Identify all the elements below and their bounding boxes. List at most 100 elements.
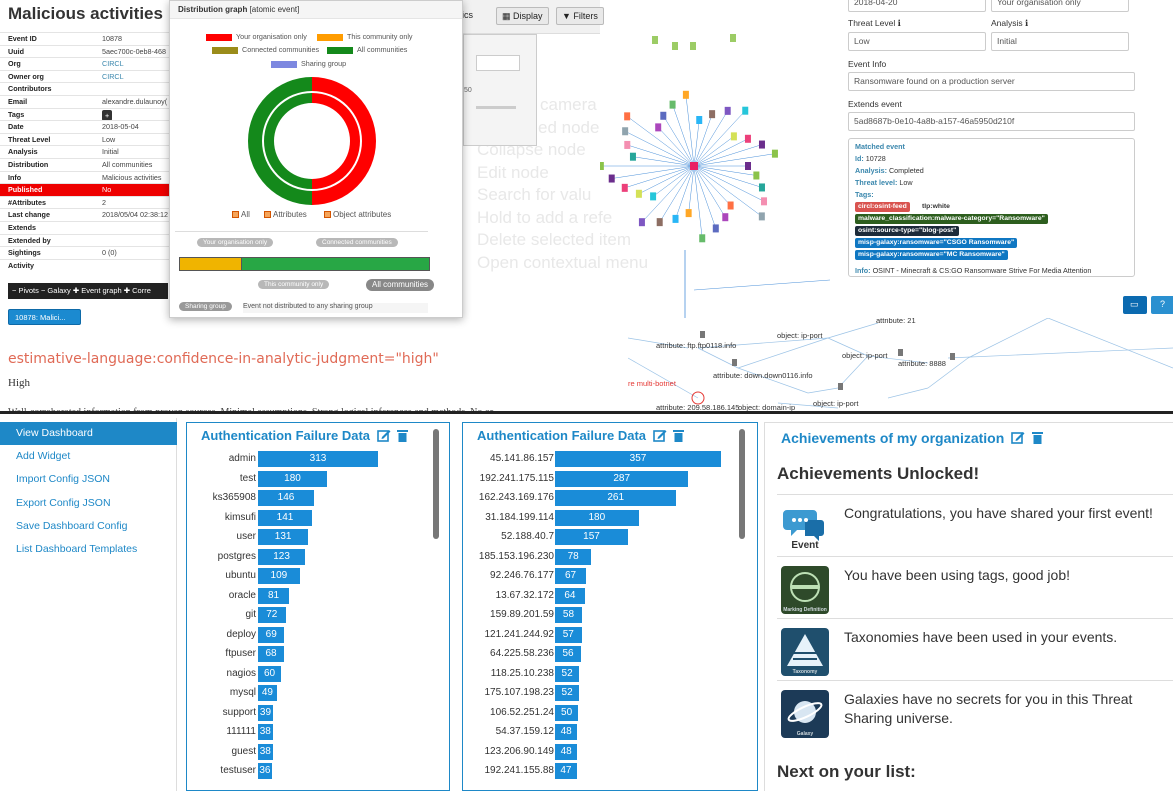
event-view-toolbar[interactable]: − Pivots − Galaxy ✚ Event graph ✚ Corre: [8, 283, 168, 299]
graph-node[interactable]: [690, 42, 696, 50]
graph-node[interactable]: [624, 140, 631, 149]
context-menu-item[interactable]: Edit node: [477, 162, 549, 182]
display-button[interactable]: ▦ Display: [496, 7, 549, 25]
graph-node[interactable]: [724, 106, 731, 115]
graph-node[interactable]: [672, 42, 678, 50]
threat-level-select[interactable]: Low: [848, 32, 986, 51]
dropdown-input[interactable]: [476, 55, 520, 71]
graph-node[interactable]: [699, 234, 706, 243]
graph-node[interactable]: [753, 171, 760, 180]
checkbox-icon[interactable]: [324, 211, 331, 219]
bar[interactable]: [555, 685, 580, 701]
legend-entry[interactable]: All communities: [327, 45, 407, 54]
legend-entry[interactable]: Connected communities: [212, 45, 319, 54]
graph-node[interactable]: [761, 197, 768, 206]
dashboard-menu-item[interactable]: List Dashboard Templates: [16, 543, 138, 555]
bar[interactable]: [258, 763, 272, 779]
graph-node[interactable]: [656, 218, 663, 227]
graph-node[interactable]: [608, 174, 615, 183]
dashboard-menu-item[interactable]: View Dashboard: [0, 422, 177, 445]
bar[interactable]: [258, 490, 314, 506]
pivot-button[interactable]: 10878: Malici...: [8, 309, 81, 325]
graph-node[interactable]: [682, 90, 689, 99]
scrollbar[interactable]: [433, 429, 439, 539]
bar[interactable]: [555, 451, 721, 467]
bar[interactable]: [258, 607, 286, 623]
bar[interactable]: [258, 451, 378, 467]
graph-node[interactable]: [700, 331, 705, 338]
graph-node[interactable]: [730, 34, 736, 42]
bar[interactable]: [555, 568, 587, 584]
bar[interactable]: [258, 529, 309, 545]
graph-node[interactable]: [624, 112, 631, 121]
graph-node[interactable]: [638, 218, 645, 227]
event-graph[interactable]: [600, 0, 845, 318]
graph-node[interactable]: [712, 224, 719, 233]
date-input[interactable]: 2018-04-20: [848, 0, 986, 12]
graph-node[interactable]: [898, 349, 903, 356]
context-menu-item[interactable]: Delete selected item: [477, 230, 632, 249]
tag-pill[interactable]: malware_classification:malware-category=…: [855, 214, 1048, 224]
scrollbar[interactable]: [739, 429, 745, 539]
bar[interactable]: [555, 509, 639, 526]
distribution-checkbox[interactable]: All: [232, 210, 250, 219]
dashboard-menu-item[interactable]: Import Config JSON: [16, 473, 110, 486]
graph-node[interactable]: [745, 162, 751, 170]
bar[interactable]: [555, 763, 577, 779]
graph-node[interactable]: [650, 192, 657, 201]
trash-icon[interactable]: [397, 429, 409, 445]
bar[interactable]: [258, 704, 273, 721]
legend-entry[interactable]: This community only: [317, 32, 413, 41]
bar[interactable]: [555, 724, 578, 740]
event-row-value[interactable]: CIRCL: [102, 59, 124, 69]
edit-icon[interactable]: [1011, 431, 1025, 447]
bar[interactable]: [555, 587, 585, 604]
bar[interactable]: [555, 548, 592, 565]
graph-node[interactable]: [669, 100, 676, 109]
graph-node[interactable]: [727, 201, 734, 210]
context-menu-item[interactable]: ed node: [538, 117, 600, 137]
dashboard-menu-item[interactable]: Save Dashboard Config: [16, 519, 128, 532]
graph-node[interactable]: [622, 127, 629, 136]
legend-entry[interactable]: Sharing group: [271, 59, 346, 68]
graph-node[interactable]: [660, 111, 667, 120]
graph-center-node[interactable]: [690, 162, 698, 170]
bar[interactable]: [555, 607, 582, 623]
bar[interactable]: [258, 646, 285, 662]
bar[interactable]: [555, 490, 677, 506]
bar[interactable]: [555, 704, 579, 721]
edit-icon[interactable]: [652, 429, 667, 445]
graph-node[interactable]: [838, 383, 843, 390]
bar[interactable]: [555, 665, 580, 682]
bar[interactable]: [258, 548, 306, 565]
trash-icon[interactable]: [673, 429, 685, 445]
context-menu-item[interactable]: camera: [540, 95, 597, 114]
help-button[interactable]: ?: [1151, 296, 1173, 314]
bar[interactable]: [258, 470, 327, 487]
graph-node[interactable]: [758, 140, 765, 149]
context-menu-item[interactable]: Hold to add a refe: [477, 207, 613, 227]
distribution-select[interactable]: Your organisation only: [991, 0, 1129, 12]
graph-node[interactable]: [635, 189, 642, 198]
bar[interactable]: [555, 470, 689, 487]
bar[interactable]: [555, 743, 578, 760]
graph-node[interactable]: [621, 183, 628, 192]
bar[interactable]: [258, 724, 273, 740]
graph-node[interactable]: [758, 212, 765, 221]
graph-node[interactable]: [696, 115, 703, 124]
bar[interactable]: [555, 646, 582, 662]
bar[interactable]: [258, 568, 300, 584]
bar[interactable]: [258, 626, 285, 643]
tag-pill[interactable]: misp-galaxy:ransomware="MC Ransomware": [855, 250, 1008, 260]
graph-node[interactable]: [730, 132, 737, 141]
bar[interactable]: [258, 685, 277, 701]
graph-node[interactable]: [709, 110, 716, 119]
tag-pill[interactable]: osint:source-type="blog-post": [855, 226, 960, 236]
checkbox-icon[interactable]: [264, 211, 271, 219]
bar[interactable]: [258, 587, 290, 604]
graph-node[interactable]: [758, 183, 765, 192]
graph-node[interactable]: [629, 152, 636, 161]
checkbox-icon[interactable]: [232, 211, 239, 219]
dropdown-slider[interactable]: [476, 106, 516, 109]
tag-pill[interactable]: misp-galaxy:ransomware="CSGO Ransomware": [855, 238, 1018, 248]
